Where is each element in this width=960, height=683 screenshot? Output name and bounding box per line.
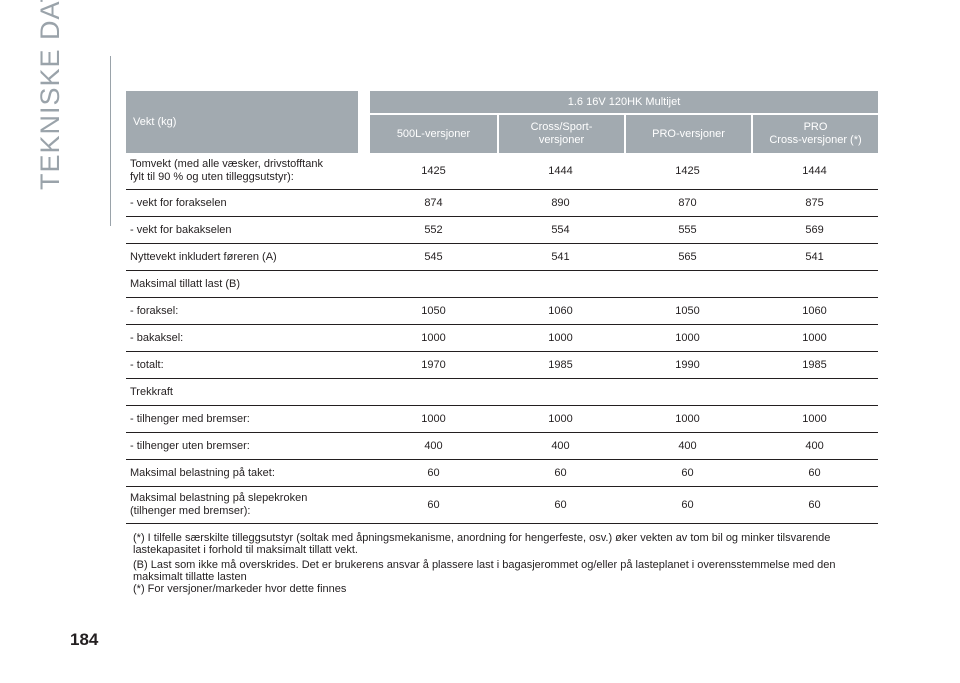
table-cell: 1985 <box>751 352 879 379</box>
table-cell: 60 <box>497 487 624 524</box>
table-row: Nyttevekt inkludert føreren (A) 545 541 565… <box>126 244 879 271</box>
table-row: Maksimal belastning på taket: 60 60 60 60 <box>126 460 879 487</box>
table-row: - vekt for bakakselen 552 554 555 569 <box>126 217 879 244</box>
table-cell: 554 <box>497 217 624 244</box>
corner-label: Vekt (kg) <box>126 91 370 153</box>
table-cell: 874 <box>370 190 497 217</box>
table-cell: 400 <box>370 433 497 460</box>
column-header-row: 500L-versjoner Cross/Sport-versjoner PRO-v… <box>126 115 879 153</box>
table-cell: 1000 <box>370 325 497 352</box>
table-cell: 1050 <box>370 298 497 325</box>
column-header: PRO Cross-versjoner (*) <box>751 115 879 153</box>
footnote-max-load: (B) Last som ikke må overskrides. Det er… <box>133 559 836 583</box>
row-label: Tomvekt (med alle væsker, drivstofftank f… <box>126 153 370 190</box>
row-label: Maksimal tillatt last (B) <box>126 271 370 298</box>
table-cell: 565 <box>624 244 751 271</box>
table-cell: 875 <box>751 190 879 217</box>
row-label: Nyttevekt inkludert føreren (A) <box>126 244 370 271</box>
section-divider <box>110 56 111 226</box>
table-cell: 60 <box>624 460 751 487</box>
table-cell: 1444 <box>497 153 624 190</box>
row-label: - foraksel: <box>126 298 370 325</box>
table-cell: 870 <box>624 190 751 217</box>
row-label: - bakaksel: <box>126 325 370 352</box>
table-cell: 1050 <box>624 298 751 325</box>
column-header: PRO-versjoner <box>624 115 751 153</box>
table-row: Tomvekt (med alle væsker, drivstofftank f… <box>126 153 879 190</box>
table-cell <box>624 271 751 298</box>
table-cell: 1990 <box>624 352 751 379</box>
table-row: - foraksel: 1050 1060 1050 1060 <box>126 298 879 325</box>
table-cell: 1000 <box>751 406 879 433</box>
table-cell: 1425 <box>370 153 497 190</box>
column-header: 500L-versjoner <box>370 115 497 153</box>
table-cell: 60 <box>370 487 497 524</box>
table-cell: 1000 <box>370 406 497 433</box>
table-cell: 552 <box>370 217 497 244</box>
table-cell: 890 <box>497 190 624 217</box>
table-row: Trekkraft <box>126 379 879 406</box>
row-label: - tilhenger med bremser: <box>126 406 370 433</box>
table-cell: 1985 <box>497 352 624 379</box>
table-cell: 400 <box>624 433 751 460</box>
table-cell: 541 <box>497 244 624 271</box>
table-row: Maksimal belastning på slepekroken (tilhe… <box>126 487 879 524</box>
table-row: - totalt: 1970 1985 1990 1985 <box>126 352 879 379</box>
table-row: - vekt for forakselen 874 890 870 875 <box>126 190 879 217</box>
table-cell <box>751 379 879 406</box>
table-cell <box>370 379 497 406</box>
table-cell <box>497 271 624 298</box>
footnote-optional-equipment: (*) I tilfelle særskilte tilleggsutstyr … <box>133 532 831 556</box>
table-cell: 400 <box>497 433 624 460</box>
table-cell: 1970 <box>370 352 497 379</box>
table-cell: 60 <box>751 487 879 524</box>
table-cell: 545 <box>370 244 497 271</box>
table-cell <box>497 379 624 406</box>
table-cell: 60 <box>497 460 624 487</box>
table-cell: 1060 <box>751 298 879 325</box>
row-label: Maksimal belastning på taket: <box>126 460 370 487</box>
row-label: - vekt for forakselen <box>126 190 370 217</box>
table-cell: 1000 <box>497 325 624 352</box>
page-number: 184 <box>70 630 99 649</box>
table-cell: 555 <box>624 217 751 244</box>
table-cell: 60 <box>751 460 879 487</box>
row-label: - vekt for bakakselen <box>126 217 370 244</box>
table-cell <box>370 271 497 298</box>
table-cell: 400 <box>751 433 879 460</box>
table-cell <box>624 379 751 406</box>
table-row: - bakaksel: 1000 1000 1000 1000 <box>126 325 879 352</box>
row-label: Trekkraft <box>126 379 370 406</box>
table-cell: 1000 <box>624 406 751 433</box>
table-cell: 1060 <box>497 298 624 325</box>
weights-table: Vekt (kg) 1.6 16V 120HK Multijet 500L-ve… <box>126 91 879 524</box>
row-label: - totalt: <box>126 352 370 379</box>
engine-header: 1.6 16V 120HK Multijet <box>370 91 879 115</box>
table-body: Tomvekt (med alle væsker, drivstofftank f… <box>126 153 879 524</box>
row-label: Maksimal belastning på slepekroken (tilhe… <box>126 487 370 524</box>
row-label: - tilhenger uten bremser: <box>126 433 370 460</box>
table-cell: 60 <box>370 460 497 487</box>
section-title: TEKNISKE DATA <box>35 0 65 190</box>
table-row: - tilhenger uten bremser: 400 400 400 400 <box>126 433 879 460</box>
table-cell <box>751 271 879 298</box>
table-cell: 1444 <box>751 153 879 190</box>
table-cell: 1425 <box>624 153 751 190</box>
footnotes: (*) I tilfelle særskilte tilleggsutstyr … <box>133 532 881 598</box>
table-cell: 569 <box>751 217 879 244</box>
table-row: Maksimal tillatt last (B) <box>126 271 879 298</box>
table-cell: 541 <box>751 244 879 271</box>
table-cell: 1000 <box>624 325 751 352</box>
table-cell: 60 <box>624 487 751 524</box>
table-cell: 1000 <box>497 406 624 433</box>
table-cell: 1000 <box>751 325 879 352</box>
footnote-versions: (*) For versjoner/markeder hvor dette fi… <box>133 583 347 595</box>
column-header: Cross/Sport-versjoner <box>497 115 624 153</box>
table-row: - tilhenger med bremser: 1000 1000 1000 1000 <box>126 406 879 433</box>
